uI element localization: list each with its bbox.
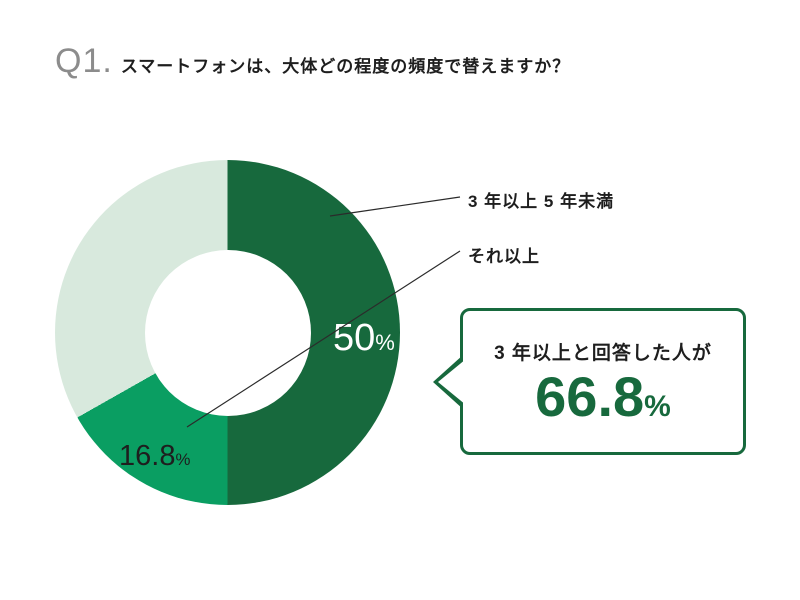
donut-chart: 50% 16.8% [55,160,400,505]
donut-value-label-1: 50% [333,317,395,360]
donut-value-1-unit: % [375,330,395,355]
question-header: Q1. スマートフォンは、大体どの程度の頻度で替えますか？ [55,42,570,81]
callout-value: 66.8% [535,369,671,425]
callout-box: 3 年以上と回答した人が 66.8% [433,308,746,455]
question-title: スマートフォンは、大体どの程度の頻度で替えますか？ [120,57,571,76]
callout-value-unit: % [644,390,671,423]
segment-label-2: それ以上 [468,247,540,266]
donut-value-2-number: 16.8 [119,440,176,472]
donut-value-1-number: 50 [333,317,376,359]
callout-value-number: 66.8 [535,365,645,428]
donut-hole [144,249,311,416]
donut-value-label-2: 16.8% [119,440,191,473]
segment-label-1: 3 年以上 5 年未満 [468,192,615,211]
callout-text: 3 年以上と回答した人が [494,343,712,364]
question-number: Q1. [55,42,113,80]
donut-value-2-unit: % [175,450,191,469]
callout-tail-fill [438,359,466,405]
